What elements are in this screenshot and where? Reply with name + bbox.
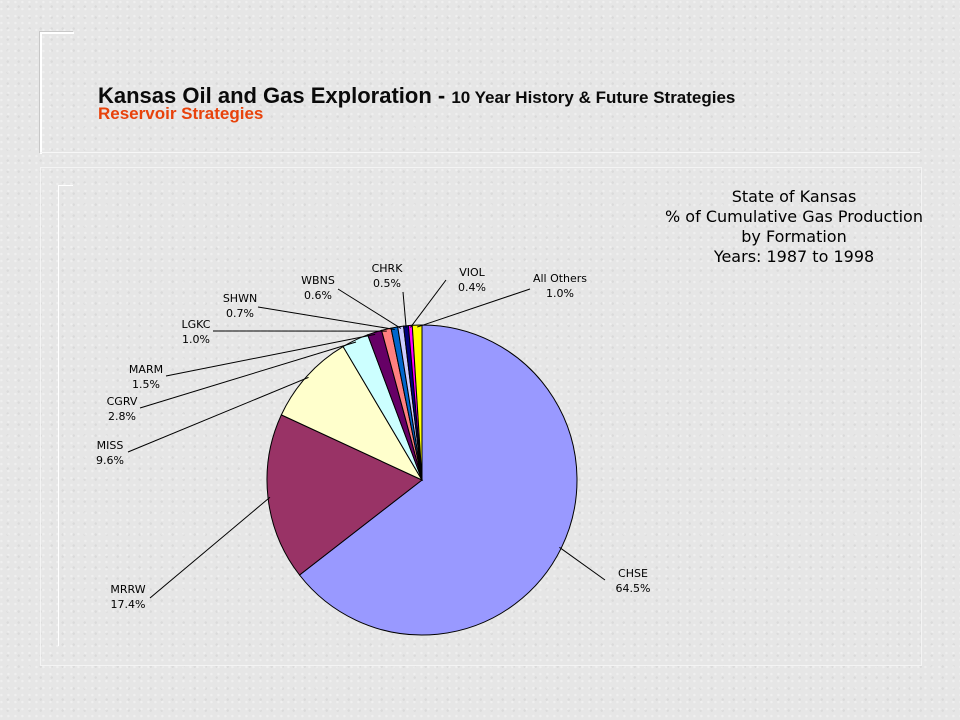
slice-label-chse: CHSE bbox=[618, 567, 648, 580]
slice-value-wbns: 0.6% bbox=[304, 289, 332, 302]
slice-value-chrk: 0.5% bbox=[373, 277, 401, 290]
leader-line-chrk bbox=[402, 291, 407, 328]
leader-line-miss bbox=[127, 376, 309, 453]
title-frame bbox=[40, 32, 74, 154]
pie-slice-mrrw bbox=[266, 414, 423, 576]
pie-slice-miss bbox=[280, 345, 424, 482]
slice-label-mrrw: MRRW bbox=[110, 583, 145, 596]
slice-value-mrrw: 17.4% bbox=[111, 598, 146, 611]
leader-line-chse bbox=[559, 546, 606, 581]
chart-title-line-2: % of Cumulative Gas Production bbox=[665, 207, 923, 226]
chart-frame bbox=[40, 167, 922, 666]
slice-label-marm: MARM bbox=[129, 363, 163, 376]
slice-label-chrk: CHRK bbox=[372, 262, 404, 275]
slide-title-sub: 10 Year History & Future Strategies bbox=[451, 88, 736, 107]
leader-line-wbns bbox=[337, 288, 402, 329]
slice-label-wbns: WBNS bbox=[301, 274, 335, 287]
slice-value-all-others: 1.0% bbox=[546, 287, 574, 300]
slice-value-lgkc: 1.0% bbox=[182, 333, 210, 346]
leader-line-marm bbox=[165, 333, 376, 377]
slide-subtitle: Reservoir Strategies bbox=[98, 104, 264, 123]
slide-title: Kansas Oil and Gas Exploration - 10 Year… bbox=[98, 74, 735, 111]
leader-line-cgrv bbox=[139, 341, 357, 409]
slice-value-cgrv: 2.8% bbox=[108, 410, 136, 423]
slice-label-miss: MISS bbox=[97, 439, 124, 452]
slice-label-shwn: SHWN bbox=[223, 292, 257, 305]
slice-value-marm: 1.5% bbox=[132, 378, 160, 391]
leader-line-viol bbox=[410, 279, 447, 328]
slide-title-main: Kansas Oil and Gas Exploration - bbox=[98, 83, 452, 108]
slice-label-all-others: All Others bbox=[533, 272, 587, 285]
leader-line-mrrw bbox=[149, 496, 271, 599]
slice-label-lgkc: LGKC bbox=[182, 318, 211, 331]
slice-label-viol: VIOL bbox=[459, 266, 485, 279]
chart-inner-frame bbox=[58, 185, 73, 646]
chart-title-line-4: Years: 1987 to 1998 bbox=[713, 247, 874, 266]
leader-line-shwn bbox=[257, 306, 395, 330]
slice-value-shwn: 0.7% bbox=[226, 307, 254, 320]
slice-value-miss: 9.6% bbox=[96, 454, 124, 467]
slice-label-cgrv: CGRV bbox=[107, 395, 138, 408]
chart-title-line-3: by Formation bbox=[741, 227, 846, 246]
chart-title-line-1: State of Kansas bbox=[732, 187, 857, 206]
slice-value-viol: 0.4% bbox=[458, 281, 486, 294]
title-divider bbox=[40, 152, 920, 153]
leader-line-all-others bbox=[417, 288, 531, 328]
slice-value-chse: 64.5% bbox=[616, 582, 651, 595]
